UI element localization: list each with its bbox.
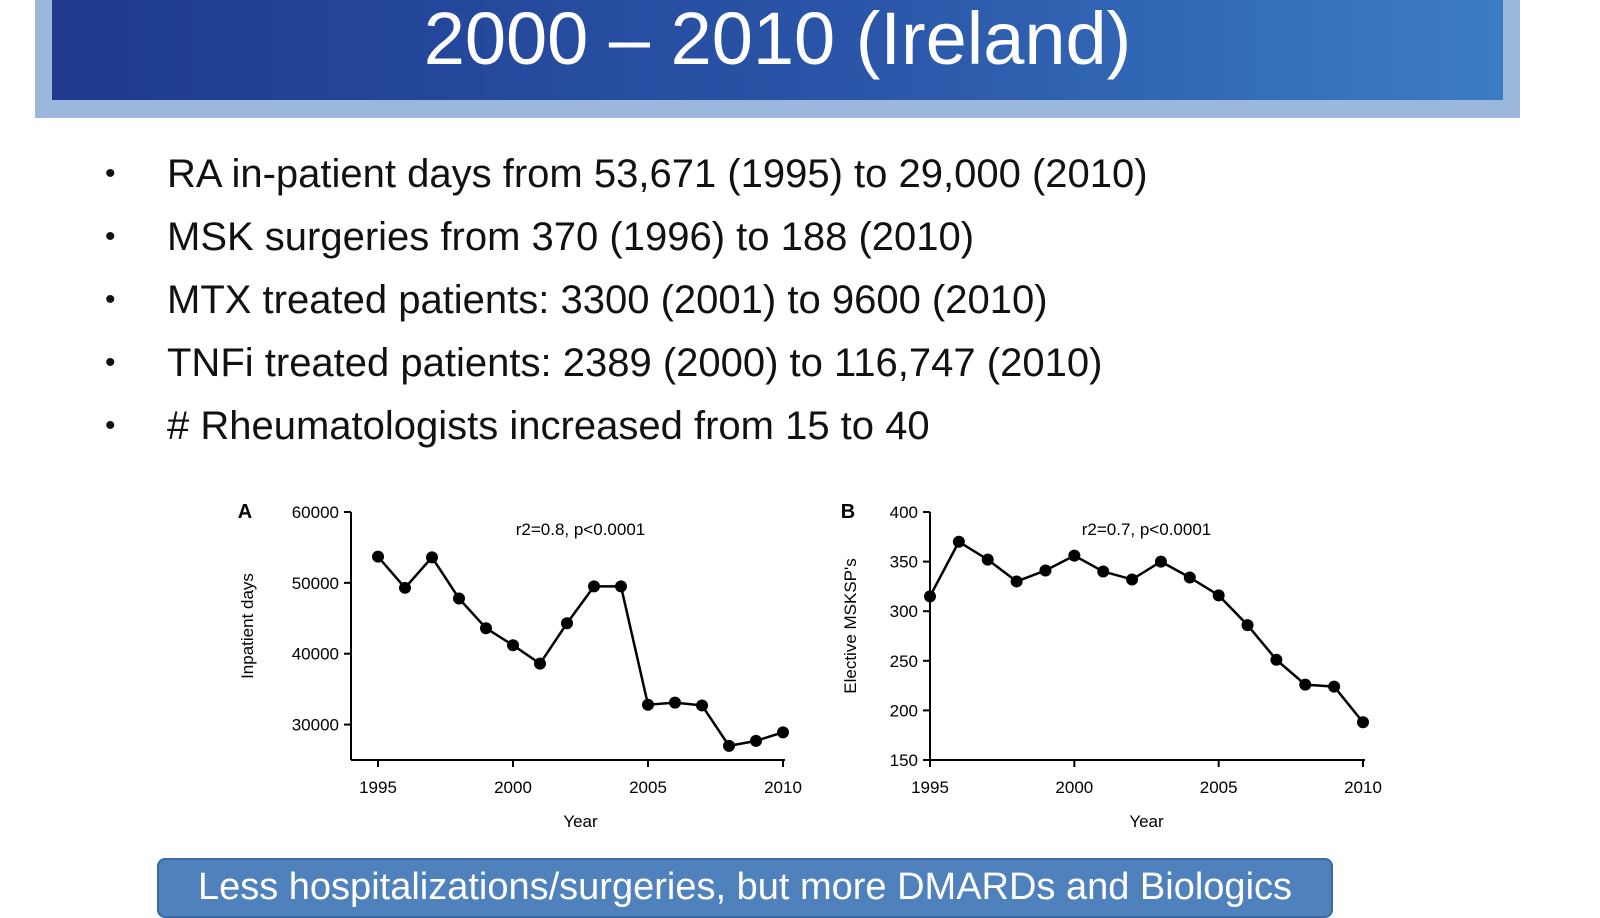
data-point bbox=[399, 581, 411, 594]
data-point bbox=[534, 657, 546, 670]
data-point bbox=[507, 639, 519, 652]
data-point bbox=[1357, 716, 1369, 729]
data-point bbox=[696, 699, 708, 712]
y-axis-label: Inpatient days bbox=[238, 573, 257, 679]
stats-annotation: r2=0.7, p<0.0001 bbox=[1082, 520, 1212, 539]
bullet-text: RA in-patient days from 53,671 (1995) to… bbox=[167, 152, 1148, 196]
data-point bbox=[1068, 549, 1081, 562]
conclusion-box: Less hospitalizations/surgeries, but mor… bbox=[157, 858, 1333, 918]
bullet-text: # Rheumatologists increased from 15 to 4… bbox=[167, 404, 930, 448]
x-axis-label: Year bbox=[563, 812, 598, 831]
title-bar: 2000 – 2010 (Ireland) bbox=[52, 0, 1503, 100]
bullet-item: • MTX treated patients: 3300 (2001) to 96… bbox=[105, 274, 1148, 337]
data-point bbox=[1270, 653, 1283, 666]
panel-label: A bbox=[238, 501, 252, 523]
y-tick-label: 60000 bbox=[292, 503, 339, 522]
data-point bbox=[1039, 564, 1052, 577]
y-tick-label: 30000 bbox=[292, 716, 339, 735]
x-tick-label: 2005 bbox=[1200, 778, 1238, 797]
data-point bbox=[1212, 589, 1225, 602]
bullet-item: • RA in-patient days from 53,671 (1995) t… bbox=[105, 148, 1148, 211]
data-point bbox=[669, 696, 681, 709]
x-tick-label: 2000 bbox=[494, 778, 532, 797]
data-point bbox=[372, 550, 384, 563]
data-point bbox=[480, 622, 492, 635]
data-point bbox=[1183, 571, 1196, 584]
x-axis-label: Year bbox=[1129, 812, 1164, 831]
data-point bbox=[588, 580, 600, 593]
data-point bbox=[924, 590, 936, 603]
data-point bbox=[1241, 619, 1254, 632]
bullet-text: MTX treated patients: 3300 (2001) to 960… bbox=[167, 278, 1048, 322]
panel-label: B bbox=[841, 501, 855, 523]
x-tick-label: 2010 bbox=[1344, 778, 1382, 797]
y-tick-label: 200 bbox=[890, 701, 918, 720]
y-tick-label: 50000 bbox=[292, 574, 339, 593]
stats-annotation: r2=0.8, p<0.0001 bbox=[516, 520, 646, 539]
bullet-dot: • bbox=[105, 220, 116, 253]
data-point bbox=[1328, 680, 1341, 693]
data-point bbox=[426, 551, 438, 564]
bullet-list: • RA in-patient days from 53,671 (1995) t… bbox=[105, 148, 1148, 463]
bullet-dot: • bbox=[105, 346, 116, 379]
x-tick-label: 2010 bbox=[764, 778, 802, 797]
bullet-text: MSK surgeries from 370 (1996) to 188 (20… bbox=[167, 215, 975, 259]
data-point bbox=[1154, 555, 1167, 568]
y-tick-label: 250 bbox=[890, 652, 918, 671]
bullet-item: • # Rheumatologists increased from 15 to … bbox=[105, 400, 1148, 463]
y-tick-label: 40000 bbox=[292, 645, 339, 664]
data-point bbox=[1299, 678, 1312, 691]
data-point bbox=[777, 726, 789, 739]
data-point bbox=[1097, 565, 1110, 578]
data-point bbox=[750, 734, 762, 747]
data-point bbox=[615, 580, 627, 593]
x-tick-label: 1995 bbox=[359, 778, 397, 797]
bullet-dot: • bbox=[105, 283, 116, 316]
y-tick-label: 400 bbox=[890, 503, 918, 522]
series-line bbox=[928, 539, 1364, 724]
series-line bbox=[377, 555, 784, 748]
data-point bbox=[981, 553, 994, 566]
data-point bbox=[952, 535, 965, 548]
conclusion-text: Less hospitalizations/surgeries, but mor… bbox=[197, 866, 1293, 908]
bullet-dot: • bbox=[105, 157, 116, 190]
slide-title: 2000 – 2010 (Ireland) bbox=[423, 0, 1132, 80]
x-tick-label: 1995 bbox=[911, 778, 949, 797]
data-point bbox=[561, 617, 573, 630]
x-tick-label: 2005 bbox=[629, 778, 667, 797]
bullet-text: TNFi treated patients: 2389 (2000) to 11… bbox=[167, 341, 1103, 385]
data-point bbox=[453, 592, 465, 605]
data-point bbox=[642, 698, 654, 711]
y-tick-label: 150 bbox=[890, 751, 918, 770]
data-point bbox=[1010, 575, 1023, 588]
y-tick-label: 300 bbox=[890, 602, 918, 621]
bullet-item: • TNFi treated patients: 2389 (2000) to 1… bbox=[105, 337, 1148, 400]
x-tick-label: 2000 bbox=[1055, 778, 1093, 797]
bullet-item: • MSK surgeries from 370 (1996) to 188 (2… bbox=[105, 211, 1148, 274]
bullet-dot: • bbox=[105, 409, 116, 442]
y-axis-label: Elective MSKSP's bbox=[841, 558, 860, 694]
y-tick-label: 350 bbox=[890, 553, 918, 572]
data-point bbox=[723, 739, 735, 752]
data-point bbox=[1126, 573, 1139, 586]
